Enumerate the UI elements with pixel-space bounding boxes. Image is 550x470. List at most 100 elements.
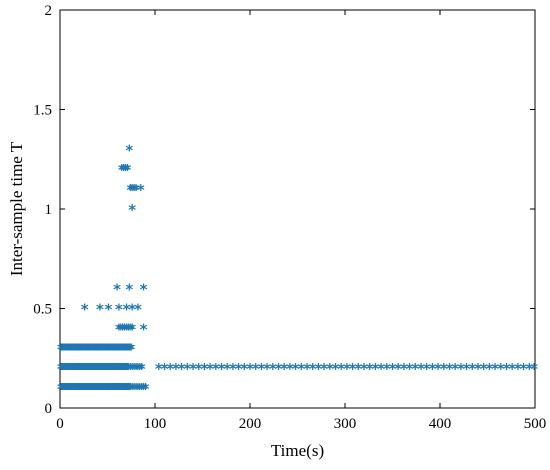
data-point: * bbox=[60, 380, 68, 398]
data-point: * bbox=[96, 301, 104, 319]
data-point: * bbox=[89, 360, 97, 378]
data-point: * bbox=[99, 360, 107, 378]
data-point: * bbox=[65, 380, 73, 398]
data-point: * bbox=[132, 360, 140, 378]
data-point: * bbox=[124, 360, 132, 378]
data-point: * bbox=[80, 380, 88, 398]
data-point: * bbox=[123, 380, 131, 398]
data-point: * bbox=[108, 340, 116, 358]
data-point: * bbox=[297, 360, 305, 378]
data-point: * bbox=[95, 360, 103, 378]
x-tick-label: 300 bbox=[334, 416, 357, 432]
data-point: * bbox=[67, 360, 75, 378]
data-point: * bbox=[62, 380, 70, 398]
data-point: * bbox=[116, 340, 124, 358]
data-point: * bbox=[200, 360, 208, 378]
data-point: * bbox=[83, 340, 91, 358]
data-point: * bbox=[127, 340, 135, 358]
data-point: * bbox=[58, 360, 66, 378]
data-point: * bbox=[132, 181, 140, 199]
data-point: * bbox=[257, 360, 265, 378]
data-point: * bbox=[240, 360, 248, 378]
data-point: * bbox=[98, 380, 106, 398]
data-point: * bbox=[440, 360, 448, 378]
data-point: * bbox=[126, 181, 134, 199]
data-point: * bbox=[125, 380, 133, 398]
data-point: * bbox=[74, 340, 82, 358]
data-point: * bbox=[81, 380, 89, 398]
data-point: * bbox=[115, 340, 123, 358]
data-point: * bbox=[320, 360, 328, 378]
data-point: * bbox=[94, 340, 102, 358]
data-point: * bbox=[130, 360, 138, 378]
data-point: * bbox=[61, 340, 69, 358]
data-point: * bbox=[77, 340, 85, 358]
data-point: * bbox=[67, 380, 75, 398]
data-point: * bbox=[81, 301, 89, 319]
data-point: * bbox=[93, 380, 101, 398]
data-point: * bbox=[79, 380, 87, 398]
data-point: * bbox=[110, 360, 118, 378]
data-point: * bbox=[142, 380, 150, 398]
data-point: * bbox=[100, 340, 108, 358]
data-point: * bbox=[468, 360, 476, 378]
data-point: * bbox=[91, 340, 99, 358]
data-points: ****************************************… bbox=[57, 141, 538, 398]
data-point: * bbox=[109, 340, 117, 358]
data-point: * bbox=[138, 380, 146, 398]
data-point: * bbox=[103, 360, 111, 378]
data-point: * bbox=[434, 360, 442, 378]
data-point: * bbox=[72, 360, 80, 378]
data-point: * bbox=[123, 301, 131, 319]
data-point: * bbox=[120, 161, 128, 179]
data-point: * bbox=[63, 360, 71, 378]
data-point: * bbox=[88, 360, 96, 378]
data-point: * bbox=[106, 380, 114, 398]
data-point: * bbox=[337, 360, 345, 378]
data-point: * bbox=[67, 340, 75, 358]
data-point: * bbox=[106, 340, 114, 358]
data-point: * bbox=[123, 340, 131, 358]
data-point: * bbox=[68, 360, 76, 378]
data-point: * bbox=[172, 360, 180, 378]
data-point: * bbox=[68, 340, 76, 358]
data-point: * bbox=[132, 380, 140, 398]
data-point: * bbox=[137, 181, 145, 199]
data-point: * bbox=[79, 340, 87, 358]
data-point: * bbox=[128, 360, 136, 378]
data-point: * bbox=[71, 340, 79, 358]
data-point: * bbox=[78, 360, 86, 378]
data-point: * bbox=[126, 340, 134, 358]
data-point: * bbox=[406, 360, 414, 378]
data-point: * bbox=[64, 360, 72, 378]
data-point: * bbox=[67, 360, 75, 378]
data-point: * bbox=[101, 380, 109, 398]
data-point: * bbox=[67, 380, 75, 398]
data-point: * bbox=[252, 360, 260, 378]
data-point: * bbox=[102, 360, 110, 378]
data-point: * bbox=[115, 360, 123, 378]
data-point: * bbox=[59, 380, 67, 398]
data-point: * bbox=[79, 360, 87, 378]
data-point: * bbox=[514, 360, 522, 378]
data-point: * bbox=[229, 360, 237, 378]
data-point: * bbox=[124, 340, 132, 358]
data-point: * bbox=[102, 340, 110, 358]
data-point: * bbox=[116, 380, 124, 398]
data-point: * bbox=[105, 301, 113, 319]
data-point: * bbox=[57, 340, 65, 358]
data-point: * bbox=[124, 340, 132, 358]
data-point: * bbox=[108, 380, 116, 398]
data-point: * bbox=[123, 360, 131, 378]
data-point: * bbox=[59, 340, 67, 358]
data-point: * bbox=[85, 340, 93, 358]
data-point: * bbox=[92, 380, 100, 398]
data-point: * bbox=[309, 360, 317, 378]
data-point: * bbox=[69, 380, 77, 398]
data-point: * bbox=[66, 340, 74, 358]
data-point: * bbox=[65, 340, 73, 358]
data-point: * bbox=[423, 360, 431, 378]
data-point: * bbox=[117, 380, 125, 398]
data-point: * bbox=[100, 380, 108, 398]
